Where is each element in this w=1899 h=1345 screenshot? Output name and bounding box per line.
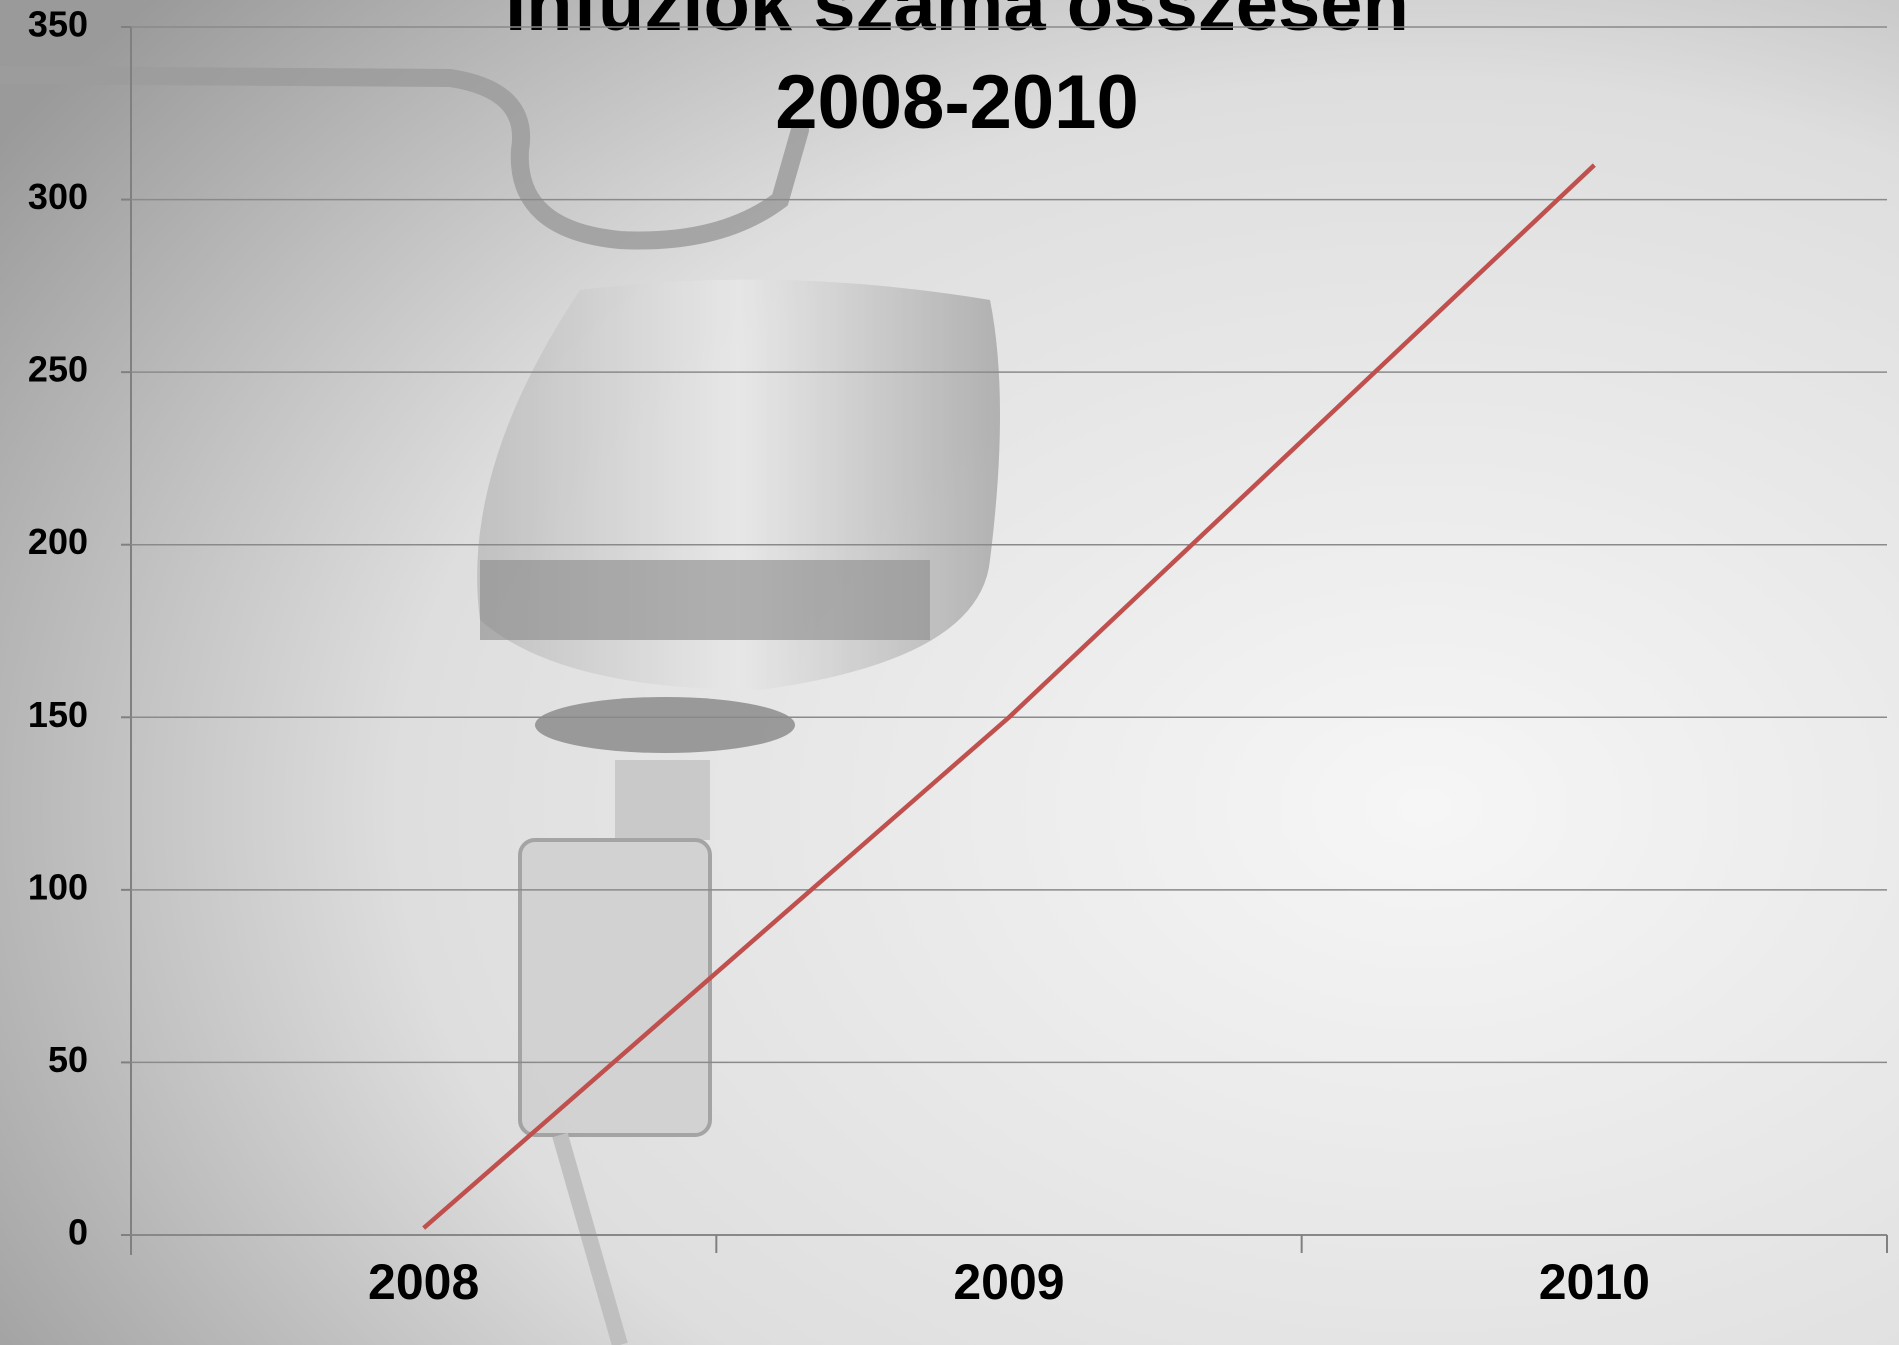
chart-title: 2008-2010 — [775, 60, 1138, 145]
y-tick-label: 0 — [68, 1212, 88, 1253]
y-tick-label: 300 — [28, 176, 88, 217]
iv-bag-illustration — [0, 66, 1001, 1345]
chart-title: Infúziók száma összesen — [505, 0, 1409, 47]
x-tick-label: 2009 — [953, 1254, 1064, 1310]
series-line — [422, 163, 1596, 1230]
y-tick-label: 200 — [28, 521, 88, 562]
y-tick-label: 350 — [28, 4, 88, 45]
y-tick-label: 50 — [48, 1039, 88, 1080]
y-tick-label: 150 — [28, 694, 88, 735]
y-tick-label: 100 — [28, 866, 88, 907]
x-tick-label: 2010 — [1539, 1254, 1650, 1310]
x-tick-label: 2008 — [368, 1254, 479, 1310]
y-tick-label: 250 — [28, 349, 88, 390]
